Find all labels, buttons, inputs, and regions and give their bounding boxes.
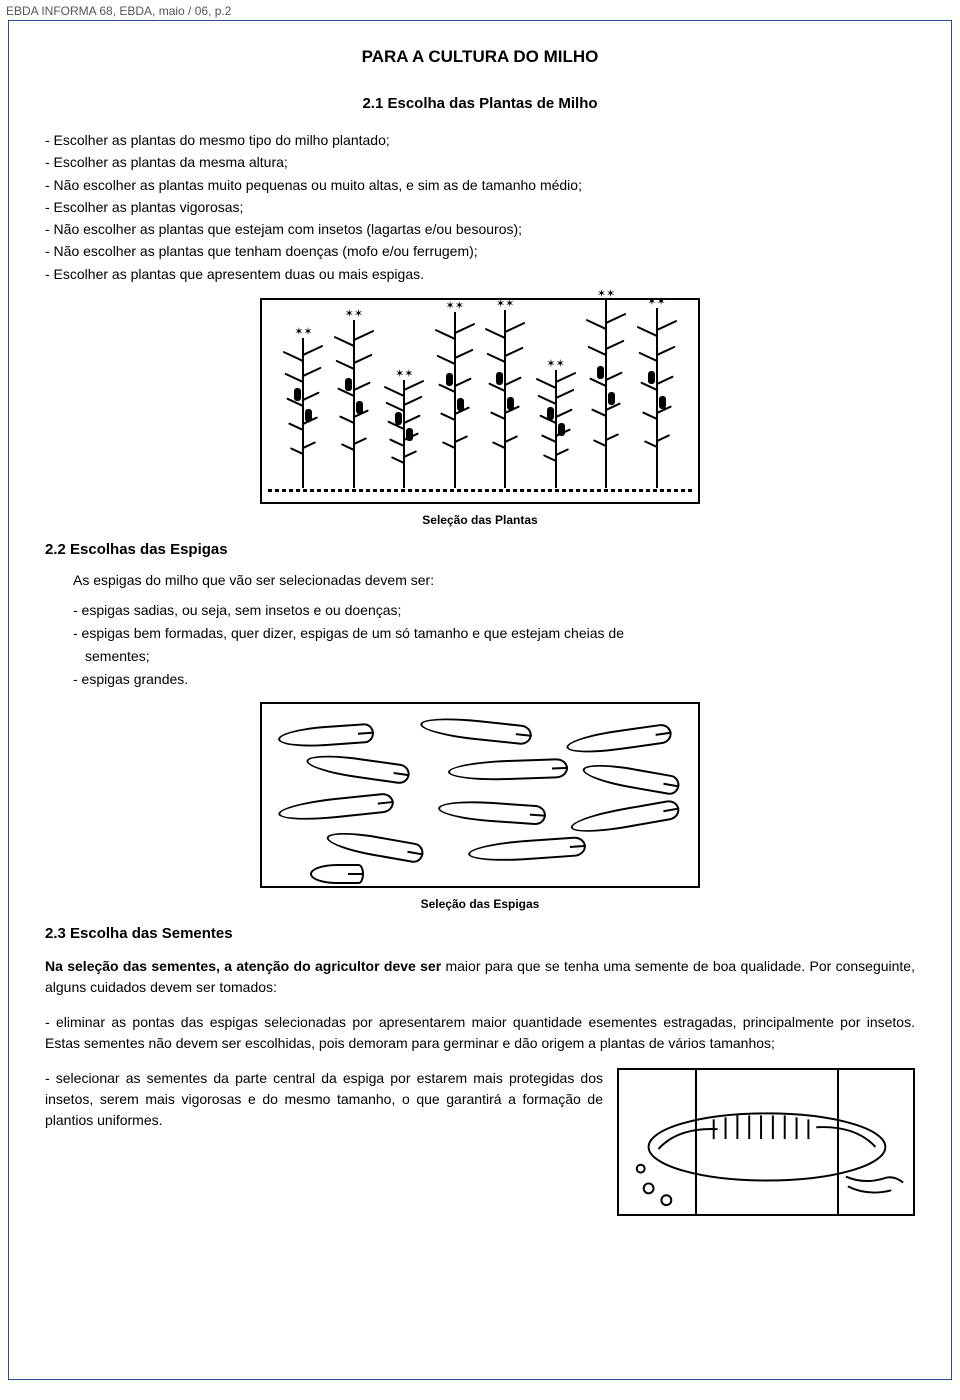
section-2-2-bullets: - espigas sadias, ou seja, sem insetos e… bbox=[73, 600, 915, 690]
figure-espigas bbox=[260, 702, 700, 888]
figure-plants-wrap: ✶✶✶✶✶✶✶✶✶✶✶✶✶✶✶✶ bbox=[45, 298, 915, 509]
bullet-item: - Não escolher as plantas muito pequenas… bbox=[45, 175, 915, 195]
section-2-3-intro: Na seleção das sementes, a atenção do ag… bbox=[45, 956, 915, 998]
section-2-1-title: 2.1 Escolha das Plantas de Milho bbox=[45, 95, 915, 112]
page-title: PARA A CULTURA DO MILHO bbox=[45, 47, 915, 67]
figure-sementes bbox=[617, 1068, 915, 1216]
bullet-item: - espigas sadias, ou seja, sem insetos e… bbox=[73, 600, 915, 621]
page-frame: PARA A CULTURA DO MILHO 2.1 Escolha das … bbox=[8, 20, 952, 1380]
section-2-3-p2: - eliminar as pontas das espigas selecio… bbox=[45, 1012, 915, 1054]
figure-espigas-caption: Seleção das Espigas bbox=[45, 897, 915, 911]
doc-header: EBDA INFORMA 68, EBDA, maio / 06, p.2 bbox=[0, 0, 960, 20]
section-2-2-leadin: As espigas do milho que vão ser selecion… bbox=[73, 572, 915, 588]
intro-bold: Na seleção das sementes, a atenção do ag… bbox=[45, 958, 441, 974]
bullet-item: - Escolher as plantas do mesmo tipo do m… bbox=[45, 130, 915, 150]
section-2-3-p3-wrap: - selecionar as sementes da parte centra… bbox=[45, 1068, 915, 1216]
sementes-drawing bbox=[619, 1070, 913, 1216]
bullet-item: - Escolher as plantas da mesma altura; bbox=[45, 152, 915, 172]
section-2-3-title: 2.3 Escolha das Sementes bbox=[45, 925, 915, 942]
figure-plants: ✶✶✶✶✶✶✶✶✶✶✶✶✶✶✶✶ bbox=[260, 298, 700, 504]
bullet-item: - Não escolher as plantas que estejam co… bbox=[45, 219, 915, 239]
figure-plants-caption: Seleção das Plantas bbox=[45, 513, 915, 527]
bullet-item: - espigas grandes. bbox=[73, 669, 915, 690]
section-2-1-bullets: - Escolher as plantas do mesmo tipo do m… bbox=[45, 130, 915, 284]
bullet-item: - espigas bem formadas, quer dizer, espi… bbox=[73, 623, 915, 644]
bullet-item: - Escolher as plantas que apresentem dua… bbox=[45, 264, 915, 284]
section-2-2-title: 2.2 Escolhas das Espigas bbox=[45, 541, 915, 558]
bullet-item: - Escolher as plantas vigorosas; bbox=[45, 197, 915, 217]
figure-espigas-wrap bbox=[45, 702, 915, 893]
bullet-item-cont: sementes; bbox=[85, 646, 915, 667]
bullet-item: - Não escolher as plantas que tenham doe… bbox=[45, 241, 915, 261]
